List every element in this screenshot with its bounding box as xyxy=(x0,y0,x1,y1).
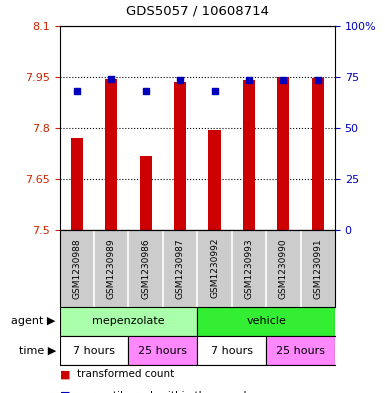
Bar xyxy=(60,336,129,365)
Text: 25 hours: 25 hours xyxy=(276,346,325,356)
Bar xyxy=(129,336,197,365)
Text: time ▶: time ▶ xyxy=(18,346,56,356)
Bar xyxy=(105,79,117,230)
Text: GSM1230986: GSM1230986 xyxy=(141,238,150,299)
Point xyxy=(74,88,80,94)
Bar xyxy=(209,130,221,230)
Text: ■: ■ xyxy=(60,369,70,379)
Point xyxy=(280,77,286,83)
Point xyxy=(142,88,149,94)
Point xyxy=(246,77,252,83)
Bar xyxy=(266,336,335,365)
Text: GSM1230991: GSM1230991 xyxy=(313,238,322,299)
Text: 7 hours: 7 hours xyxy=(211,346,253,356)
Text: GSM1230989: GSM1230989 xyxy=(107,238,116,299)
Text: GSM1230990: GSM1230990 xyxy=(279,238,288,299)
Bar xyxy=(71,138,83,230)
Point xyxy=(315,77,321,83)
Point xyxy=(108,75,114,82)
Text: transformed count: transformed count xyxy=(77,369,174,379)
Text: agent ▶: agent ▶ xyxy=(12,316,56,326)
Point xyxy=(211,88,218,94)
Text: mepenzolate: mepenzolate xyxy=(92,316,165,326)
Bar xyxy=(312,78,324,230)
Bar xyxy=(277,77,290,230)
Bar xyxy=(174,82,186,230)
Text: vehicle: vehicle xyxy=(246,316,286,326)
Text: GSM1230987: GSM1230987 xyxy=(176,238,185,299)
Text: ■: ■ xyxy=(60,391,70,393)
Point xyxy=(177,77,183,83)
Text: GSM1230993: GSM1230993 xyxy=(244,238,253,299)
Text: GDS5057 / 10608714: GDS5057 / 10608714 xyxy=(126,5,269,18)
Bar xyxy=(140,156,152,230)
Bar xyxy=(60,307,197,336)
Bar xyxy=(197,307,335,336)
Text: 25 hours: 25 hours xyxy=(138,346,187,356)
Text: GSM1230988: GSM1230988 xyxy=(72,238,81,299)
Bar xyxy=(243,80,255,230)
Text: percentile rank within the sample: percentile rank within the sample xyxy=(77,391,253,393)
Bar xyxy=(197,336,266,365)
Text: GSM1230992: GSM1230992 xyxy=(210,238,219,298)
Text: 7 hours: 7 hours xyxy=(73,346,115,356)
